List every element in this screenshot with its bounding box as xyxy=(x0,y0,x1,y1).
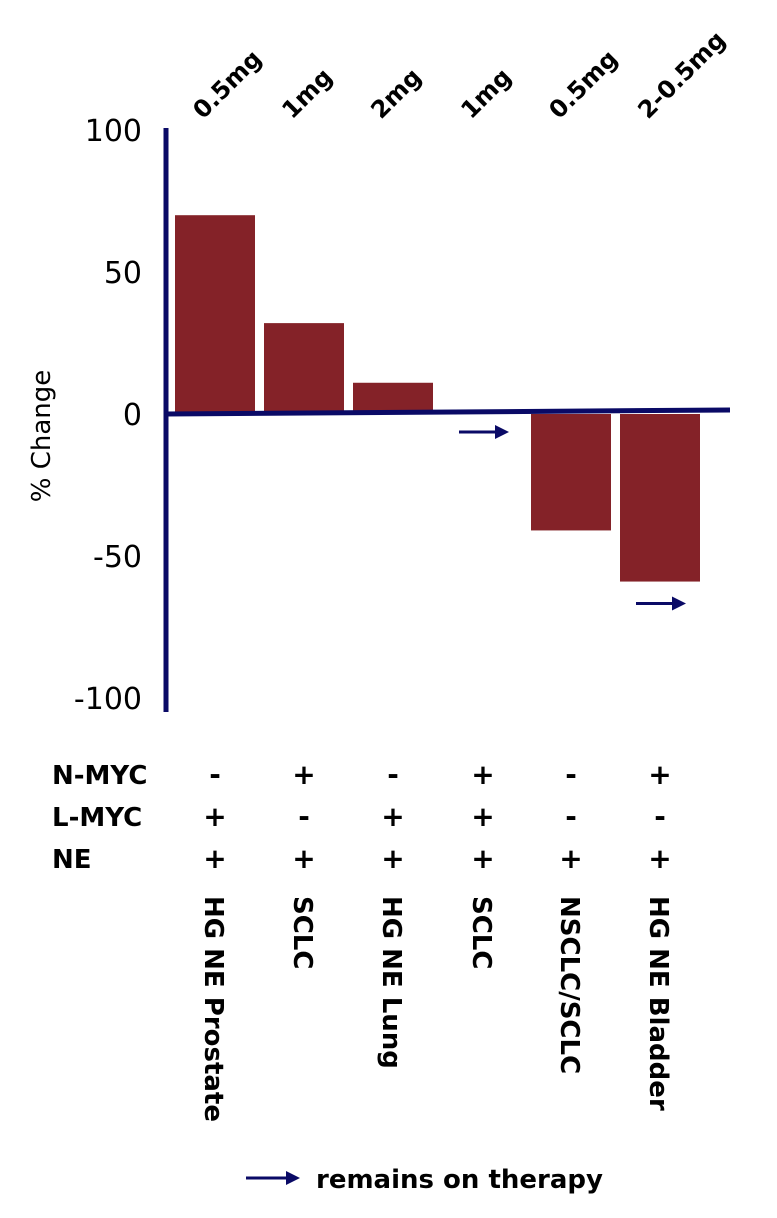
bar xyxy=(264,323,344,414)
marker-row-label: N-MYC xyxy=(52,761,147,791)
legend: remains on therapy xyxy=(246,1165,603,1195)
dose-label: 2mg xyxy=(365,63,426,124)
marker-value: + xyxy=(203,842,226,875)
dose-label: 2-0.5mg xyxy=(632,26,731,125)
marker-value: + xyxy=(381,800,404,833)
marker-value: - xyxy=(565,758,577,791)
marker-value: - xyxy=(387,758,399,791)
marker-row-label: L-MYC xyxy=(52,803,142,833)
y-tick-label: 50 xyxy=(104,256,142,291)
therapy-arrows xyxy=(459,425,686,611)
marker-value: + xyxy=(471,842,494,875)
bars-group xyxy=(175,215,700,582)
legend-arrowhead-icon xyxy=(286,1171,300,1185)
zero-baseline xyxy=(165,407,731,417)
category-labels: HG NE Prostate SCLC HG NE Lung SCLC NSCLC/SC… xyxy=(198,896,673,1122)
marker-value: + xyxy=(648,758,671,791)
y-tick-label: -100 xyxy=(74,682,142,717)
marker-value: + xyxy=(203,800,226,833)
marker-value: + xyxy=(292,758,315,791)
marker-value: + xyxy=(471,758,494,791)
dose-labels: 0.5mg 1mg 2mg 1mg 0.5mg 2-0.5mg xyxy=(187,26,731,125)
marker-value: - xyxy=(565,800,577,833)
marker-row-label: NE xyxy=(52,845,92,875)
marker-value: - xyxy=(209,758,221,791)
dose-label: 1mg xyxy=(276,63,337,124)
bar xyxy=(175,215,255,414)
marker-value: + xyxy=(292,842,315,875)
y-tick-label: 0 xyxy=(123,398,142,433)
bar xyxy=(353,382,433,414)
y-axis-label: % Change xyxy=(27,370,57,503)
category-label: HG NE Bladder xyxy=(643,896,673,1111)
dose-label: 0.5mg xyxy=(187,45,267,125)
therapy-arrowhead-icon xyxy=(495,425,509,439)
category-label: SCLC xyxy=(287,896,317,969)
y-tick-label: 100 xyxy=(85,114,142,149)
category-label: SCLC xyxy=(466,896,496,969)
marker-value: + xyxy=(381,842,404,875)
marker-value: - xyxy=(298,800,310,833)
legend-label: remains on therapy xyxy=(316,1165,603,1195)
dose-label: 1mg xyxy=(455,63,516,124)
y-tick-labels: 100 50 0 -50 -100 xyxy=(74,114,142,717)
y-tick-label: -50 xyxy=(93,540,142,575)
marker-value: - xyxy=(654,800,666,833)
dose-label: 0.5mg xyxy=(543,45,623,125)
category-label: NSCLC/SCLC xyxy=(554,896,584,1074)
bar xyxy=(620,414,700,582)
category-label: HG NE Lung xyxy=(376,896,406,1069)
bar xyxy=(531,414,611,531)
marker-value: + xyxy=(559,842,582,875)
marker-value: + xyxy=(648,842,671,875)
category-label: HG NE Prostate xyxy=(198,896,228,1122)
marker-table: N-MYC - + - + - + L-MYC + - + + - - NE + + + + + + xyxy=(52,758,672,875)
marker-value: + xyxy=(471,800,494,833)
therapy-arrowhead-icon xyxy=(672,596,686,611)
